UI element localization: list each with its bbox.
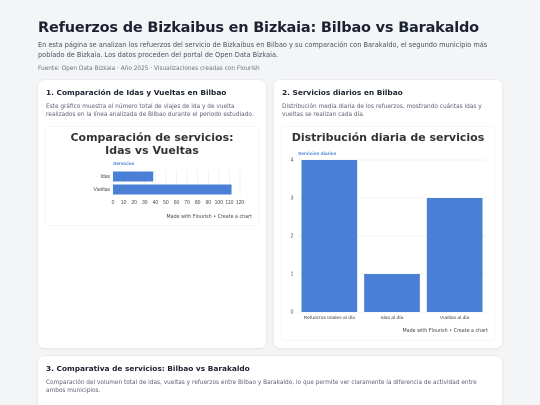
x-category-label: Idas al día — [381, 315, 404, 321]
flourish-embed-servicios-diarios[interactable]: Distribución diaria de servicios Servici… — [282, 127, 494, 340]
bar-2 — [364, 274, 420, 312]
card-title: 2. Servicios diarios en Bilbao — [282, 88, 403, 97]
card-title: 1. Comparación de Idas y Vueltas en Bilb… — [46, 88, 227, 97]
bar-chart-servicios-diarios: Servicios diarios 0 1 2 3 4 Refuerzos totales … — [291, 151, 486, 321]
card-idas-vueltas: 1. Comparación de Idas y Vueltas en Bilb… — [38, 80, 266, 348]
x-tick-label: 0 — [112, 200, 115, 206]
x-tick-label: 90 — [205, 200, 211, 206]
y-tick-label: 3 — [291, 196, 294, 202]
card-servicios-diarios: 2. Servicios diarios en Bilbao Distribuc… — [274, 80, 502, 348]
y-tick-label: 0 — [291, 310, 294, 316]
x-tick-label: 100 — [215, 200, 224, 206]
bar-chart-idas-vueltas: Servicios 0 10 20 30 40 50 60 70 80 90 100 110 120 Ida… — [94, 161, 245, 206]
bar-3 — [426, 198, 483, 312]
x-category-label: Refuerzos totales al día — [304, 315, 356, 321]
y-category-label: Vueltas — [94, 187, 111, 193]
y-tick-label: 1 — [291, 272, 294, 278]
y-tick-label: 4 — [291, 158, 294, 164]
x-category-label: Vueltas al día — [440, 315, 470, 321]
x-tick-label: 50 — [163, 200, 169, 206]
card-description: Distribución media diaria de los refuerz… — [282, 104, 482, 119]
x-tick-label: 110 — [225, 200, 233, 206]
x-tick-label: 80 — [195, 200, 201, 206]
card-description: Comparación del volumen total de idas, v… — [46, 380, 477, 395]
y-category-label: Idas — [101, 174, 111, 180]
x-tick-label: 120 — [236, 200, 245, 206]
card-description: Este gráfico muestra el número total de … — [46, 104, 254, 119]
card-bilbao-barakaldo: 3. Comparativa de servicios: Bilbao vs B… — [38, 356, 502, 405]
flourish-credit-link[interactable]: Made with Flourish • Create a chart — [166, 215, 253, 220]
bar-1 — [301, 160, 358, 312]
legend-series-name: Servicios — [113, 161, 135, 167]
x-tick-label: 10 — [121, 200, 127, 206]
x-tick-label: 70 — [184, 200, 190, 206]
x-tick-label: 40 — [153, 200, 159, 206]
legend-series-name: Servicios diarios — [298, 151, 337, 157]
x-tick-label: 60 — [174, 200, 180, 206]
x-tick-label: 30 — [142, 200, 148, 206]
flourish-credit-link[interactable]: Made with Flourish • Create a chart — [402, 329, 489, 334]
x-tick-label: 20 — [131, 200, 137, 206]
flourish-embed-idas-vueltas[interactable]: Comparación de servicios: Idas vs Vuelta… — [46, 127, 258, 225]
page-intro: En esta página se analizan los refuerzos… — [38, 41, 488, 59]
card-title: 3. Comparativa de servicios: Bilbao vs B… — [46, 364, 250, 373]
chart-title: Comparación de servicios: Idas vs Vuelta… — [70, 131, 234, 157]
bar-vueltas — [113, 184, 232, 195]
y-tick-label: 2 — [291, 234, 294, 240]
page-title: Refuerzos de Bizkaibus en Bizkaia: Bilba… — [38, 20, 479, 36]
page-source: Fuente: Open Data Bizkaia · Año 2025 · V… — [38, 66, 260, 72]
bar-idas — [113, 171, 154, 182]
chart-title: Distribución diaria de servicios — [291, 131, 485, 144]
